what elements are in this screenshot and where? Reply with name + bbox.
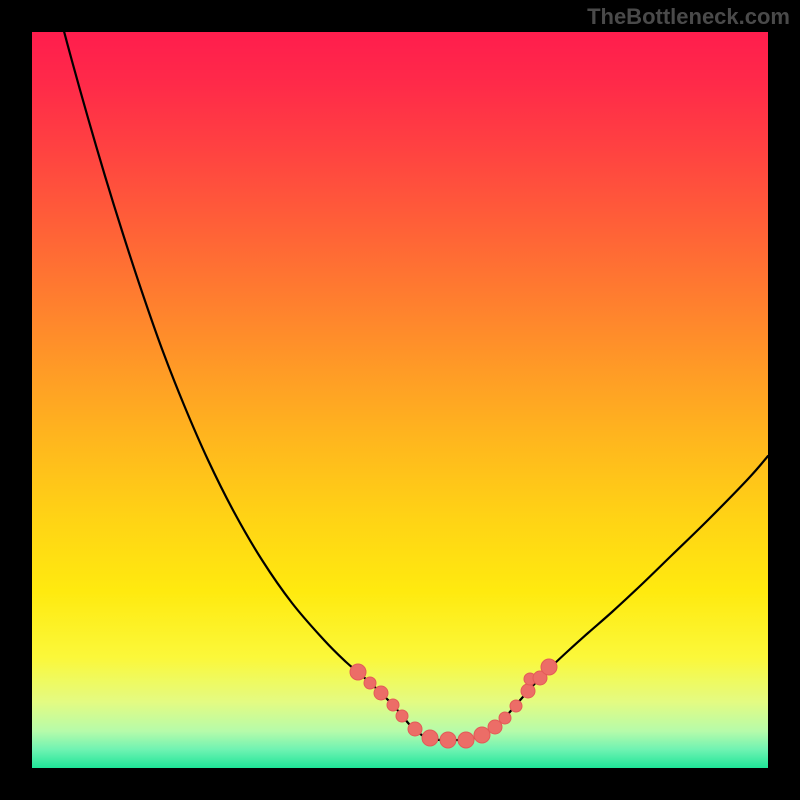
valley-marker <box>541 659 557 675</box>
valley-marker <box>521 684 535 698</box>
valley-marker <box>440 732 456 748</box>
valley-marker <box>499 712 511 724</box>
valley-marker <box>474 727 490 743</box>
valley-marker <box>374 686 388 700</box>
chart-stage: TheBottleneck.com <box>0 0 800 800</box>
valley-marker <box>387 699 399 711</box>
valley-marker <box>350 664 366 680</box>
attribution-text: TheBottleneck.com <box>587 4 790 30</box>
valley-marker <box>396 710 408 722</box>
dots-layer <box>0 0 800 800</box>
valley-marker <box>364 677 376 689</box>
valley-marker <box>408 722 422 736</box>
valley-marker <box>458 732 474 748</box>
valley-marker <box>488 720 502 734</box>
valley-marker <box>510 700 522 712</box>
valley-marker <box>422 730 438 746</box>
